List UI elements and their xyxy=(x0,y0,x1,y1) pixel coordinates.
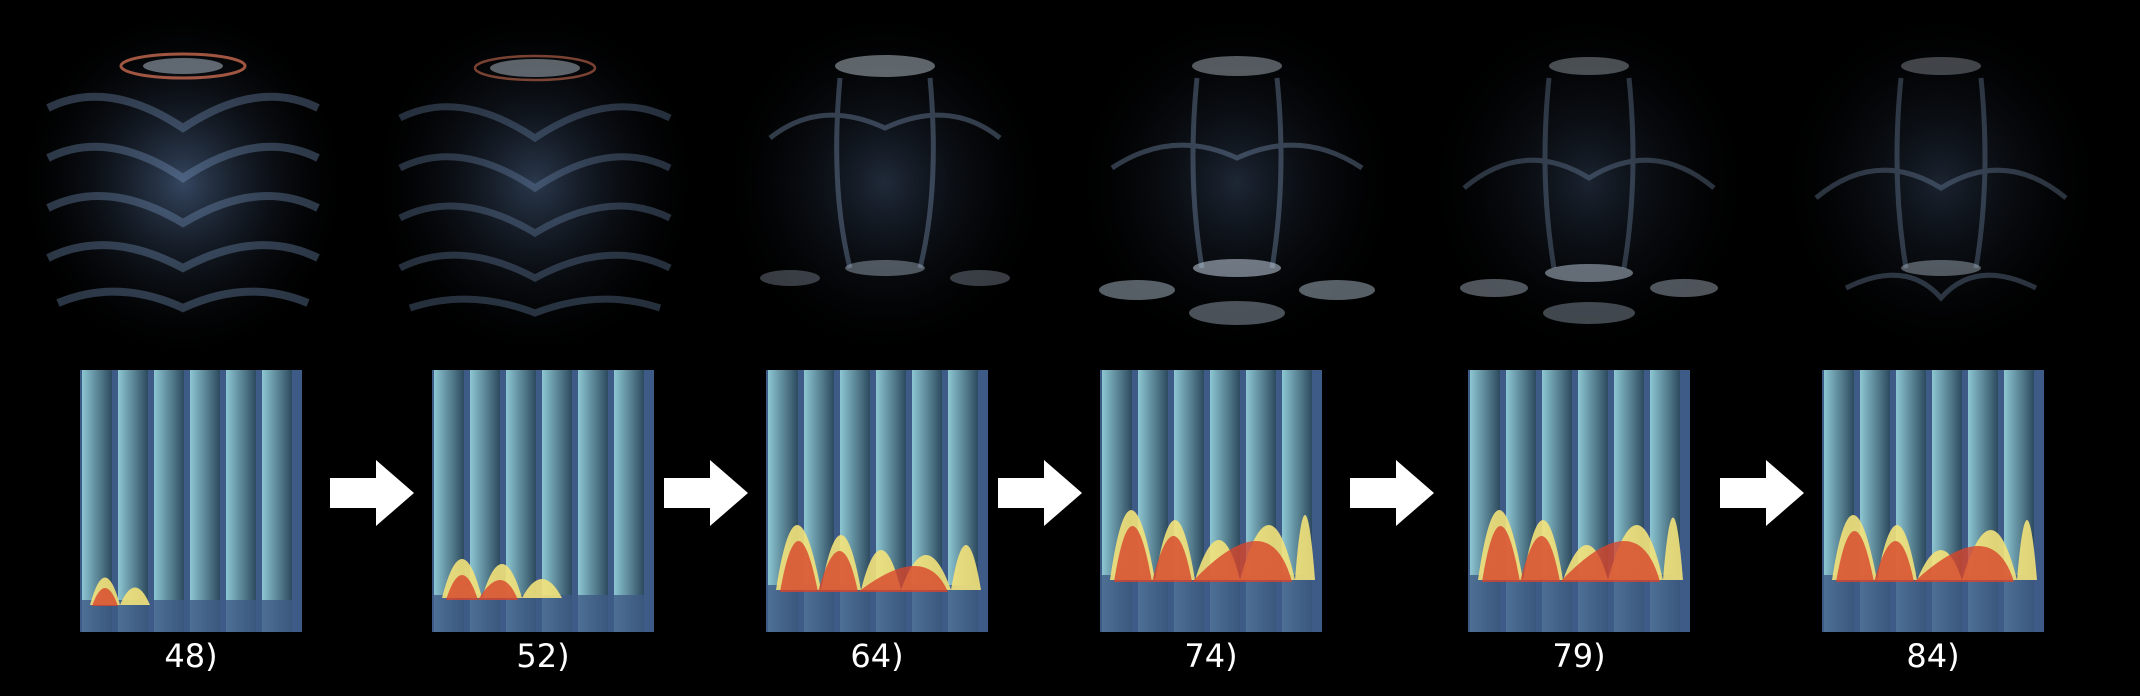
volume-render-64 xyxy=(730,18,1040,348)
volume-render-79 xyxy=(1434,18,1744,348)
frame-label: 74) xyxy=(1184,637,1238,675)
arrow-right-icon xyxy=(1350,460,1434,526)
frame-label: 84) xyxy=(1906,637,1960,675)
frame-label: 52) xyxy=(516,637,570,675)
frame-label: 48) xyxy=(164,637,218,675)
arrow-right-icon xyxy=(1720,460,1804,526)
cross-section-84 xyxy=(1822,370,2044,632)
cross-section-48 xyxy=(80,370,302,632)
volume-render-52 xyxy=(380,18,690,348)
arrow-right-icon xyxy=(330,460,414,526)
frame-label: 64) xyxy=(850,637,904,675)
frame-label: 79) xyxy=(1552,637,1606,675)
volume-render-84 xyxy=(1786,18,2096,348)
cross-section-79 xyxy=(1468,370,1690,632)
arrow-right-icon xyxy=(664,460,748,526)
cross-section-64 xyxy=(766,370,988,632)
cross-section-74 xyxy=(1100,370,1322,632)
cross-section-52 xyxy=(432,370,654,632)
volume-render-74 xyxy=(1082,18,1392,348)
arrow-right-icon xyxy=(998,460,1082,526)
volume-render-48 xyxy=(28,18,338,348)
